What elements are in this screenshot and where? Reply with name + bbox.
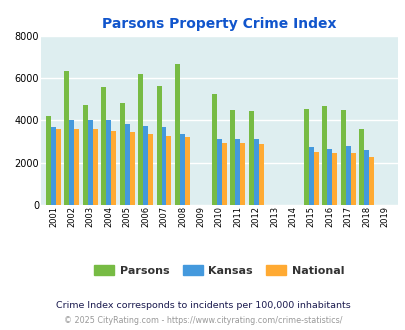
Bar xyxy=(156,86,161,205)
Bar xyxy=(124,124,129,205)
Bar xyxy=(234,139,239,205)
Bar xyxy=(322,106,326,205)
Bar xyxy=(253,139,258,205)
Text: Crime Index corresponds to incidents per 100,000 inhabitants: Crime Index corresponds to incidents per… xyxy=(55,301,350,310)
Bar xyxy=(216,139,221,205)
Bar xyxy=(93,129,98,205)
Bar xyxy=(129,132,134,205)
Bar xyxy=(119,103,124,205)
Bar xyxy=(303,109,308,205)
Bar xyxy=(138,74,143,205)
Bar xyxy=(87,120,93,205)
Bar xyxy=(258,144,263,205)
Bar xyxy=(184,137,190,205)
Bar xyxy=(69,120,74,205)
Bar xyxy=(211,94,216,205)
Title: Parsons Property Crime Index: Parsons Property Crime Index xyxy=(102,17,336,31)
Bar xyxy=(166,136,171,205)
Bar xyxy=(340,110,345,205)
Text: © 2025 CityRating.com - https://www.cityrating.com/crime-statistics/: © 2025 CityRating.com - https://www.city… xyxy=(64,316,341,325)
Bar xyxy=(111,131,116,205)
Bar xyxy=(350,153,355,205)
Bar xyxy=(143,126,148,205)
Bar xyxy=(46,116,51,205)
Bar xyxy=(230,110,234,205)
Bar xyxy=(83,105,87,205)
Bar xyxy=(345,146,350,205)
Bar xyxy=(313,152,318,205)
Bar xyxy=(331,153,337,205)
Bar xyxy=(148,134,153,205)
Bar xyxy=(358,129,363,205)
Legend: Parsons, Kansas, National: Parsons, Kansas, National xyxy=(90,261,348,280)
Bar xyxy=(368,157,373,205)
Bar xyxy=(308,147,313,205)
Bar xyxy=(175,64,179,205)
Bar xyxy=(64,71,69,205)
Bar xyxy=(326,149,331,205)
Bar xyxy=(56,129,61,205)
Bar xyxy=(239,143,245,205)
Bar xyxy=(161,127,166,205)
Bar xyxy=(106,120,111,205)
Bar xyxy=(363,150,368,205)
Bar xyxy=(74,129,79,205)
Bar xyxy=(101,87,106,205)
Bar xyxy=(248,111,253,205)
Bar xyxy=(221,143,226,205)
Bar xyxy=(179,134,184,205)
Bar xyxy=(51,127,56,205)
